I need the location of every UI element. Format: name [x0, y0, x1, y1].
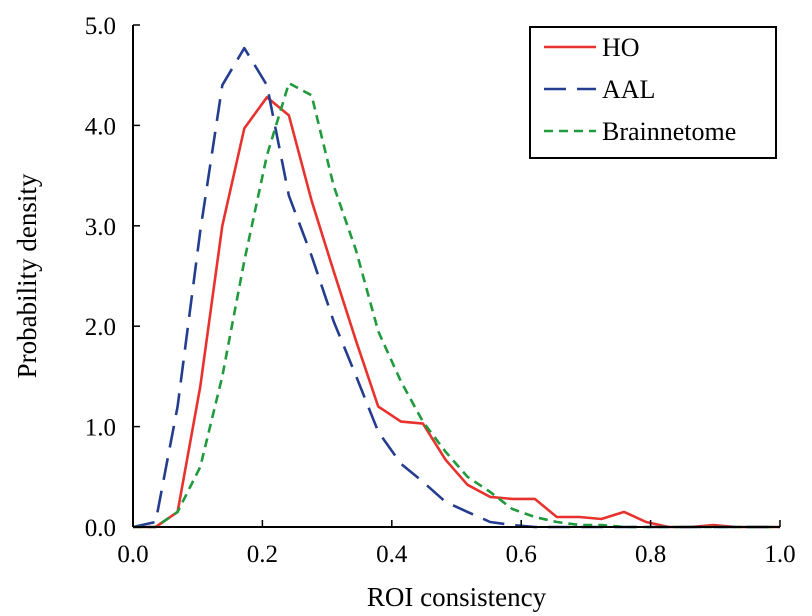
y-axis-label: Probability density	[12, 173, 42, 378]
legend: HO AAL Brainnetome	[529, 26, 777, 159]
y-tick-label: 2.0	[85, 314, 116, 341]
x-tick-label: 0.8	[635, 541, 666, 568]
y-tick-label: 1.0	[85, 415, 116, 442]
series-line-brainnetome	[133, 81, 780, 529]
x-axis-label: ROI consistency	[367, 582, 547, 612]
y-tick-label: 5.0	[85, 13, 116, 40]
y-tick-label: 0.0	[85, 515, 116, 542]
x-tick-label: 1.0	[764, 541, 795, 568]
legend-box	[529, 26, 777, 159]
legend-label-brainnetome: Brainnetome	[602, 117, 736, 146]
series-line-aal	[132, 46, 780, 529]
x-tick-label: 0.0	[117, 541, 148, 568]
axes	[132, 24, 781, 528]
legend-label-aal: AAL	[602, 75, 655, 104]
x-tick-label: 0.6	[506, 541, 537, 568]
tick-labels: 0.0 0.2 0.4 0.6 0.8 1.0 0.0 1.0 2.0 3.0 4.0 5.0	[85, 13, 796, 568]
x-tick-label: 0.2	[247, 541, 278, 568]
y-tick-label: 3.0	[85, 214, 116, 241]
legend-label-ho: HO	[602, 33, 640, 62]
x-tick-label: 0.4	[376, 541, 408, 568]
y-tick-label: 4.0	[85, 113, 116, 140]
